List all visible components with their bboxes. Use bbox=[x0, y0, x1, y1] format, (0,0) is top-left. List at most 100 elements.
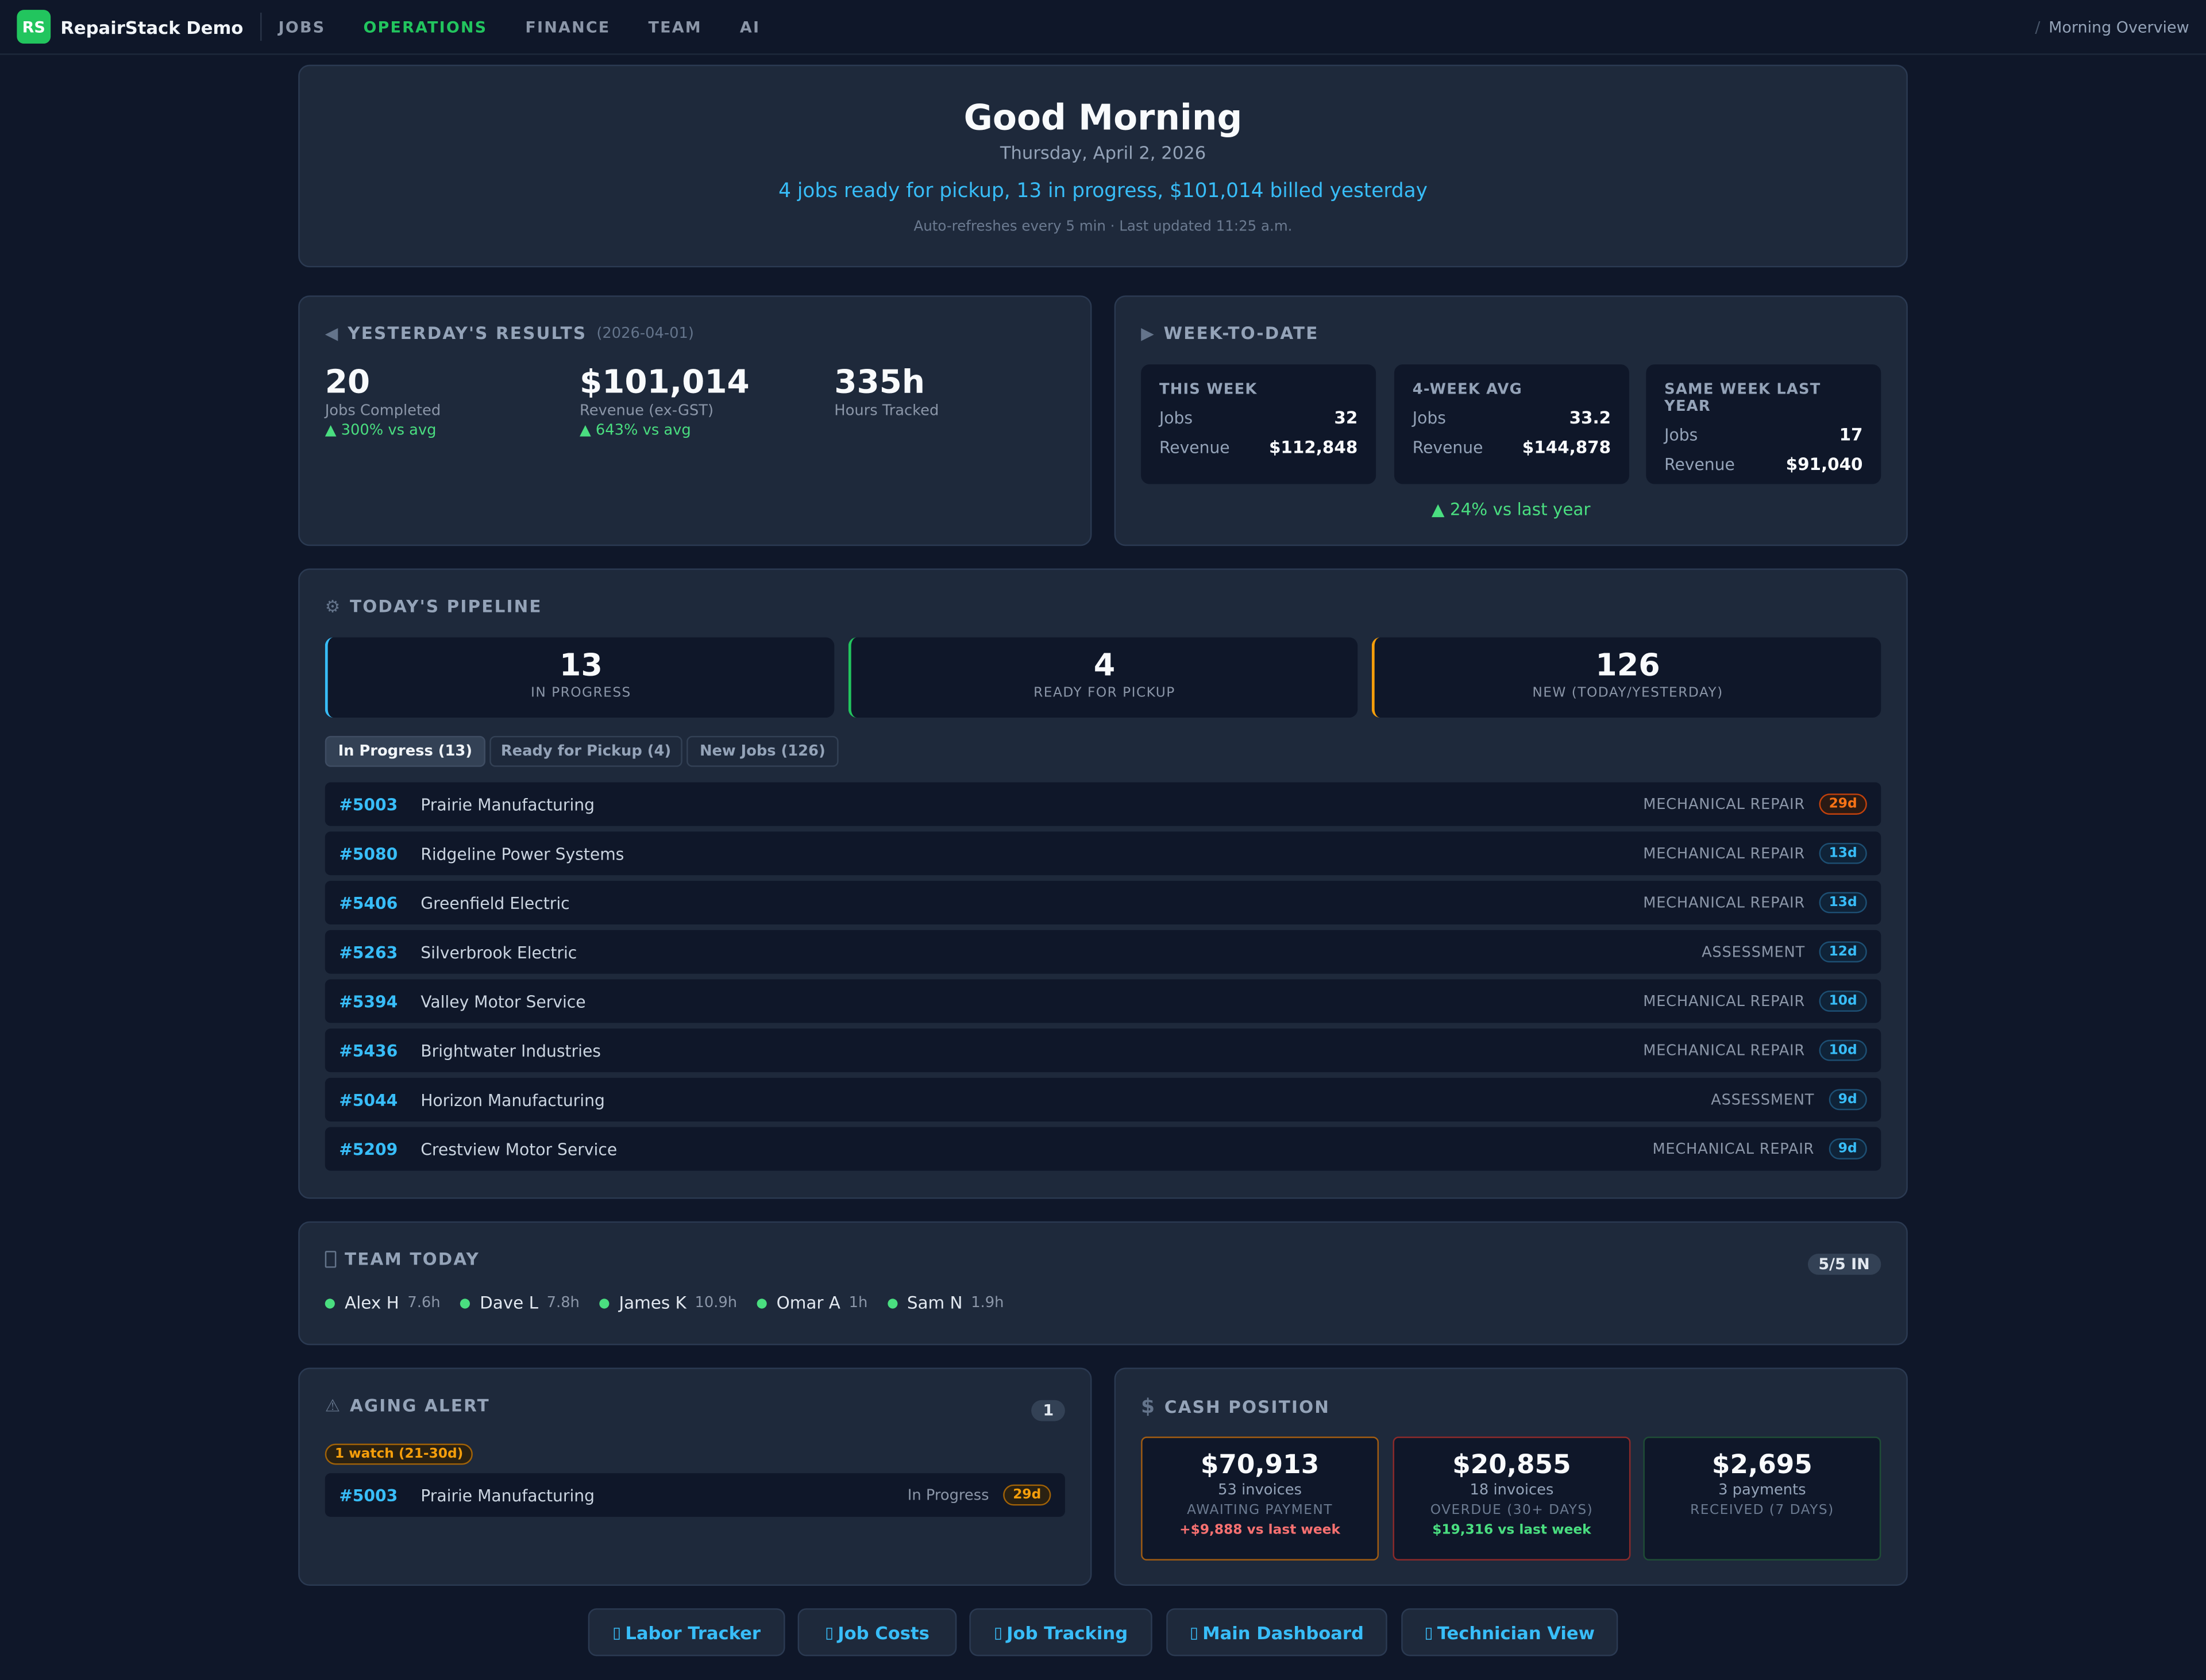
week-revenue-label: Revenue bbox=[1412, 437, 1483, 457]
job-customer: Prairie Manufacturing bbox=[421, 794, 595, 814]
stat-label: Hours Tracked bbox=[834, 402, 939, 419]
pipeline-label: IN PROGRESS bbox=[531, 685, 631, 701]
job-customer: Prairie Manufacturing bbox=[421, 1485, 595, 1505]
week-revenue-label: Revenue bbox=[1664, 454, 1735, 475]
job-type: MECHANICAL REPAIR bbox=[1643, 845, 1805, 862]
nav-team[interactable]: TEAM bbox=[648, 17, 702, 36]
job-id[interactable]: #5436 bbox=[339, 1041, 398, 1061]
job-age-badge: 13d bbox=[1819, 892, 1867, 914]
job-id[interactable]: #5003 bbox=[339, 794, 398, 814]
job-id[interactable]: #5406 bbox=[339, 892, 398, 913]
job-row[interactable]: #5003 Prairie Manufacturing MECHANICAL R… bbox=[325, 782, 1881, 826]
main-dashboard-link[interactable]: ▯ Main Dashboard bbox=[1166, 1608, 1387, 1656]
gear-icon: ⚙ bbox=[325, 596, 342, 616]
week-revenue-label: Revenue bbox=[1159, 437, 1230, 457]
cash-received[interactable]: $2,695 3 payments RECEIVED (7 DAYS) bbox=[1643, 1436, 1881, 1560]
job-id[interactable]: #5003 bbox=[339, 1485, 398, 1505]
job-customer: Ridgeline Power Systems bbox=[421, 843, 624, 864]
pipeline-new-jobs[interactable]: 126 NEW (TODAY/YESTERDAY) bbox=[1371, 637, 1881, 718]
tech-hours: 10.9h bbox=[695, 1294, 738, 1312]
pipeline-count: 4 bbox=[1093, 648, 1116, 684]
pipeline-count: 13 bbox=[559, 648, 603, 684]
job-row[interactable]: #5209 Crestview Motor Service MECHANICAL… bbox=[325, 1127, 1881, 1171]
pipeline-label: NEW (TODAY/YESTERDAY) bbox=[1532, 685, 1723, 701]
job-id[interactable]: #5209 bbox=[339, 1139, 398, 1159]
cash-overdue[interactable]: $20,855 18 invoices OVERDUE (30+ DAYS) $… bbox=[1393, 1436, 1631, 1560]
link-icon: ▯ bbox=[1424, 1623, 1433, 1642]
job-type: MECHANICAL REPAIR bbox=[1643, 894, 1805, 911]
aging-job-row[interactable]: #5003 Prairie Manufacturing In Progress … bbox=[325, 1473, 1065, 1517]
job-age-badge: 13d bbox=[1819, 842, 1867, 864]
link-icon: ▯ bbox=[1189, 1623, 1198, 1642]
dollar-icon: $ bbox=[1141, 1396, 1156, 1419]
tech-omar[interactable]: Omar A 1h bbox=[757, 1293, 867, 1313]
pipeline-count: 126 bbox=[1595, 648, 1660, 684]
week-jobs-label: Jobs bbox=[1412, 408, 1446, 428]
link-label: Job Tracking bbox=[1006, 1621, 1128, 1643]
job-row[interactable]: #5263 Silverbrook Electric ASSESSMENT 12… bbox=[325, 930, 1881, 974]
job-row[interactable]: #5406 Greenfield Electric MECHANICAL REP… bbox=[325, 881, 1881, 924]
job-row[interactable]: #5436 Brightwater Industries MECHANICAL … bbox=[325, 1028, 1881, 1073]
team-count-badge: 5/5 IN bbox=[1807, 1254, 1881, 1275]
brand-logo[interactable]: RS bbox=[17, 10, 51, 44]
week-delta: ▲ 24% vs last year bbox=[1431, 499, 1591, 519]
tech-name: Omar A bbox=[776, 1293, 840, 1313]
link-label: Main Dashboard bbox=[1202, 1621, 1364, 1643]
triangle-left-icon: ◀ bbox=[325, 323, 340, 344]
cash-label: RECEIVED (7 DAYS) bbox=[1690, 1502, 1834, 1519]
tech-hours: 1h bbox=[849, 1294, 868, 1312]
brand-name[interactable]: RepairStack Demo bbox=[60, 16, 244, 37]
tech-sam[interactable]: Sam N 1.9h bbox=[887, 1293, 1004, 1313]
tech-james[interactable]: James K 10.9h bbox=[599, 1293, 737, 1313]
week-4wk-avg: 4-WEEK AVG Jobs 33.2 Revenue $144,878 bbox=[1394, 364, 1629, 484]
top-nav: RS RepairStack Demo JOBS OPERATIONS FINA… bbox=[0, 0, 2206, 55]
tech-hours: 1.9h bbox=[971, 1294, 1004, 1312]
link-icon: ▯ bbox=[825, 1623, 834, 1642]
cash-awaiting-payment[interactable]: $70,913 53 invoices AWAITING PAYMENT +$9… bbox=[1141, 1436, 1379, 1560]
cash-amount: $2,695 bbox=[1711, 1450, 1812, 1481]
tab-ready-for-pickup[interactable]: Ready for Pickup (4) bbox=[489, 735, 682, 767]
cash-label: AWAITING PAYMENT bbox=[1187, 1502, 1333, 1519]
job-customer: Brightwater Industries bbox=[421, 1041, 601, 1061]
job-id[interactable]: #5263 bbox=[339, 942, 398, 962]
week-jobs-value: 17 bbox=[1839, 425, 1863, 445]
pipeline-in-progress[interactable]: 13 IN PROGRESS bbox=[325, 637, 835, 718]
cash-title: CASH POSITION bbox=[1164, 1397, 1330, 1417]
job-row[interactable]: #5394 Valley Motor Service MECHANICAL RE… bbox=[325, 979, 1881, 1023]
cash-position-card: $ CASH POSITION $70,913 53 invoices AWAI… bbox=[1114, 1367, 1908, 1586]
cash-sub: 18 invoices bbox=[1470, 1481, 1554, 1499]
pipeline-ready-pickup[interactable]: 4 READY FOR PICKUP bbox=[848, 637, 1358, 718]
nav-ai[interactable]: AI bbox=[739, 17, 761, 36]
tech-name: Alex H bbox=[345, 1293, 399, 1313]
job-costs-link[interactable]: ▯ Job Costs bbox=[797, 1608, 957, 1656]
week-jobs-label: Jobs bbox=[1159, 408, 1193, 428]
technician-view-link[interactable]: ▯ Technician View bbox=[1401, 1608, 1618, 1656]
aging-count-badge: 1 bbox=[1031, 1400, 1065, 1421]
nav-finance[interactable]: FINANCE bbox=[525, 17, 611, 36]
job-age-badge: 12d bbox=[1819, 941, 1867, 963]
tab-in-progress[interactable]: In Progress (13) bbox=[325, 735, 485, 767]
people-icon bbox=[325, 1251, 337, 1268]
nav-operations[interactable]: OPERATIONS bbox=[363, 17, 488, 36]
job-age-badge: 9d bbox=[1828, 1138, 1867, 1159]
job-tracking-link[interactable]: ▯ Job Tracking bbox=[969, 1608, 1152, 1656]
labor-tracker-link[interactable]: ▯ Labor Tracker bbox=[588, 1608, 785, 1656]
cash-delta: +$9,888 vs last week bbox=[1179, 1522, 1340, 1538]
tech-dave[interactable]: Dave L 7.8h bbox=[460, 1293, 580, 1313]
job-id[interactable]: #5394 bbox=[339, 991, 398, 1011]
yesterday-results-card: ◀ YESTERDAY'S RESULTS (2026-04-01) 20 Jo… bbox=[298, 295, 1092, 546]
job-id[interactable]: #5080 bbox=[339, 843, 398, 864]
job-customer: Crestview Motor Service bbox=[421, 1139, 618, 1159]
tab-new-jobs[interactable]: New Jobs (126) bbox=[687, 735, 839, 767]
job-id[interactable]: #5044 bbox=[339, 1089, 398, 1110]
job-row[interactable]: #5044 Horizon Manufacturing ASSESSMENT 9… bbox=[325, 1077, 1881, 1122]
warning-icon: ⚠ bbox=[325, 1396, 342, 1416]
tech-alex[interactable]: Alex H 7.6h bbox=[325, 1293, 441, 1313]
job-row[interactable]: #5080 Ridgeline Power Systems MECHANICAL… bbox=[325, 831, 1881, 876]
job-type: ASSESSMENT bbox=[1702, 943, 1805, 961]
link-icon: ▯ bbox=[993, 1623, 1002, 1642]
cash-amount: $20,855 bbox=[1452, 1450, 1571, 1481]
week-box-head: 4-WEEK AVG bbox=[1412, 381, 1523, 399]
job-customer: Valley Motor Service bbox=[421, 991, 586, 1011]
nav-jobs[interactable]: JOBS bbox=[278, 17, 326, 36]
